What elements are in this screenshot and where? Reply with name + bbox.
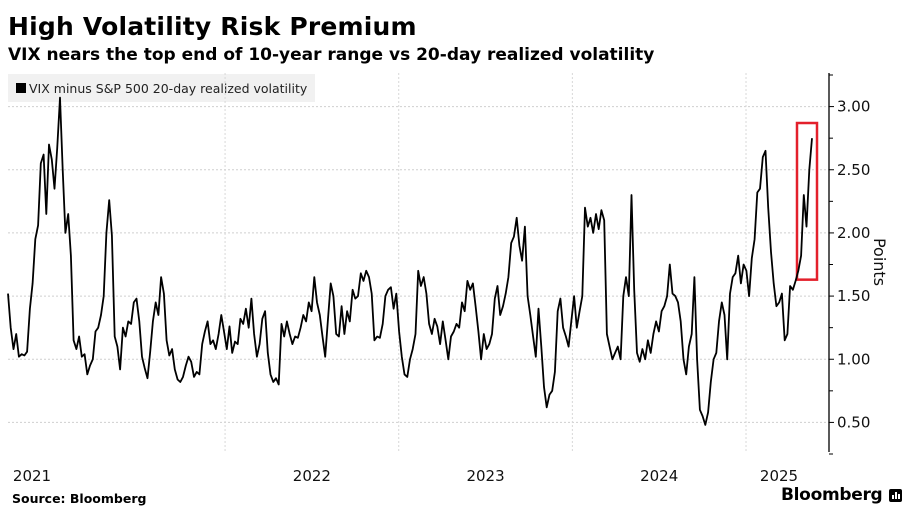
series-layer [7,96,813,426]
y-tick-label: 2.00 [837,224,870,242]
y-tick-label: 0.50 [837,413,870,431]
x-tick-label: 2025 [760,467,798,485]
bloomberg-brand: Bloomberg [781,485,902,505]
y-tick-label: 3.00 [837,98,870,116]
x-tick-label: 2023 [466,467,504,485]
x-tick-label: 2021 [13,467,51,485]
y-tick-label: 2.50 [837,161,870,179]
series-line [7,96,813,426]
highlight-layer [795,121,819,281]
gridlines [8,106,829,423]
brand-name: Bloomberg [781,485,883,505]
year-gridlines [224,73,747,452]
bloomberg-chart-icon [889,488,902,502]
chart-subtitle: VIX nears the top end of 10-year range v… [8,45,655,65]
y-tick-label: 1.00 [837,350,870,368]
x-axis-labels: 2021 2022 2023 2024 2025 [13,467,798,485]
chart-title: High Volatility Risk Premium [8,12,417,41]
highlight-box [795,121,819,281]
x-tick-label: 2024 [640,467,678,485]
legend-swatch [16,83,26,93]
source-note: Source: Bloomberg [12,491,147,506]
legend-label: VIX minus S&P 500 20-day realized volati… [29,80,308,96]
x-tick-label: 2022 [293,467,331,485]
y-tick-label: 1.50 [837,287,870,305]
y-axis: 0.50 1.00 1.50 2.00 2.50 3.00 Points [828,73,889,455]
y-axis-title: Points [870,238,889,286]
